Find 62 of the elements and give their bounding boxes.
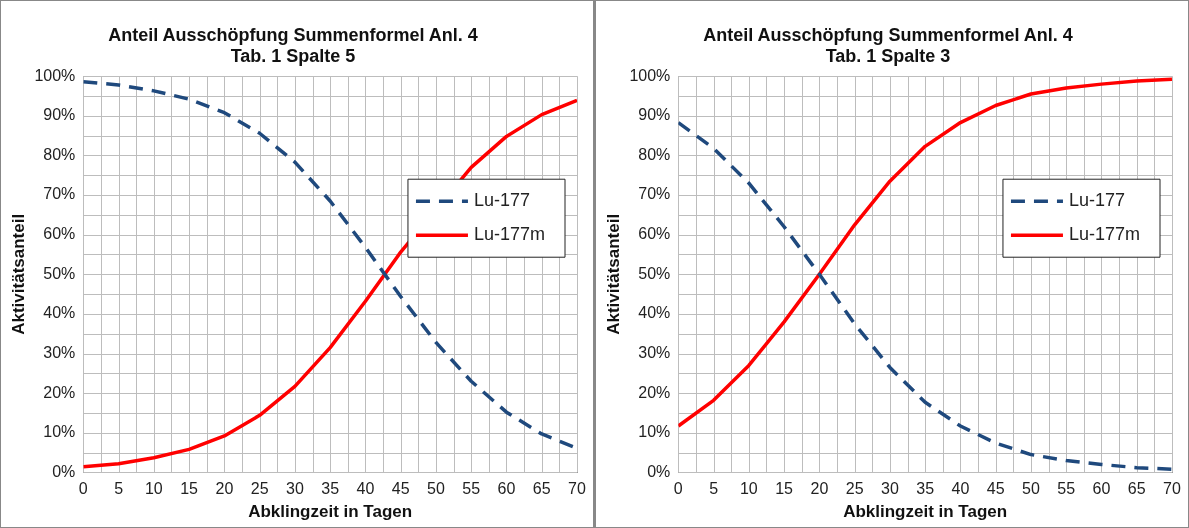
y-tick-label: 100% [629, 66, 671, 84]
x-tick-label: 0 [78, 480, 88, 498]
x-tick-label: 35 [321, 480, 340, 498]
y-tick-label: 70% [638, 185, 671, 203]
x-tick-label: 60 [497, 480, 516, 498]
x-tick-label: 20 [810, 480, 829, 498]
x-tick-label: 5 [709, 480, 719, 498]
x-tick-label: 55 [1057, 480, 1076, 498]
y-tick-label: 30% [43, 343, 76, 361]
x-tick-label: 50 [427, 480, 445, 498]
y-tick-label: 60% [638, 225, 671, 243]
y-tick-label: 40% [43, 304, 76, 322]
legend-label: Lu-177m [1068, 224, 1140, 245]
x-axis-title: Abklingzeit in Tagen [843, 502, 1008, 522]
y-tick-label: 80% [43, 145, 76, 163]
x-tick-label: 25 [845, 480, 864, 498]
y-tick-label: 90% [43, 106, 76, 124]
x-tick-label: 30 [286, 480, 304, 498]
y-tick-label: 10% [43, 423, 76, 441]
y-tick-label: 80% [638, 145, 671, 163]
x-tick-label: 40 [951, 480, 970, 498]
x-tick-label: 50 [1022, 480, 1040, 498]
x-tick-label: 40 [356, 480, 375, 498]
x-tick-label: 15 [775, 480, 794, 498]
x-tick-label: 60 [1092, 480, 1111, 498]
y-tick-label: 100% [34, 66, 76, 84]
y-tick-label: 0% [647, 462, 671, 480]
y-tick-label: 10% [638, 423, 671, 441]
legend-label: Lu-177 [1068, 190, 1126, 211]
y-axis-title: Aktivitätsanteil [603, 213, 623, 335]
x-tick-label: 20 [215, 480, 234, 498]
y-tick-label: 50% [638, 264, 671, 282]
x-tick-label: 5 [114, 480, 124, 498]
x-tick-label: 45 [391, 480, 410, 498]
x-tick-label: 10 [739, 480, 758, 498]
x-tick-label: 35 [916, 480, 935, 498]
x-tick-label: 25 [250, 480, 269, 498]
legend-label: Lu-177 [473, 190, 531, 211]
x-tick-label: 45 [986, 480, 1005, 498]
chart-title: Anteil Ausschöpfung Summenformel Anl. 4 Tab. 1 Spalte 3 [703, 24, 1073, 67]
x-tick-label: 55 [462, 480, 481, 498]
y-tick-label: 0% [52, 462, 76, 480]
x-tick-label: 65 [1127, 480, 1146, 498]
x-tick-label: 0 [673, 480, 683, 498]
y-tick-label: 30% [638, 343, 671, 361]
chart-title: Anteil Ausschöpfung Summenformel Anl. 4 Tab. 1 Spalte 5 [108, 24, 478, 67]
y-tick-label: 90% [638, 106, 671, 124]
x-tick-label: 65 [532, 480, 551, 498]
x-tick-label: 15 [180, 480, 199, 498]
y-tick-label: 50% [43, 264, 76, 282]
y-tick-label: 20% [638, 383, 671, 401]
x-tick-label: 70 [568, 480, 586, 498]
x-axis-title: Abklingzeit in Tagen [248, 502, 413, 522]
x-tick-label: 70 [1163, 480, 1181, 498]
y-tick-label: 40% [638, 304, 671, 322]
y-tick-label: 20% [43, 383, 76, 401]
y-axis-title: Aktivitätsanteil [8, 213, 28, 335]
y-tick-label: 60% [43, 225, 76, 243]
x-tick-label: 10 [144, 480, 163, 498]
legend-label: Lu-177m [473, 224, 545, 245]
x-tick-label: 30 [881, 480, 899, 498]
y-tick-label: 70% [43, 185, 76, 203]
